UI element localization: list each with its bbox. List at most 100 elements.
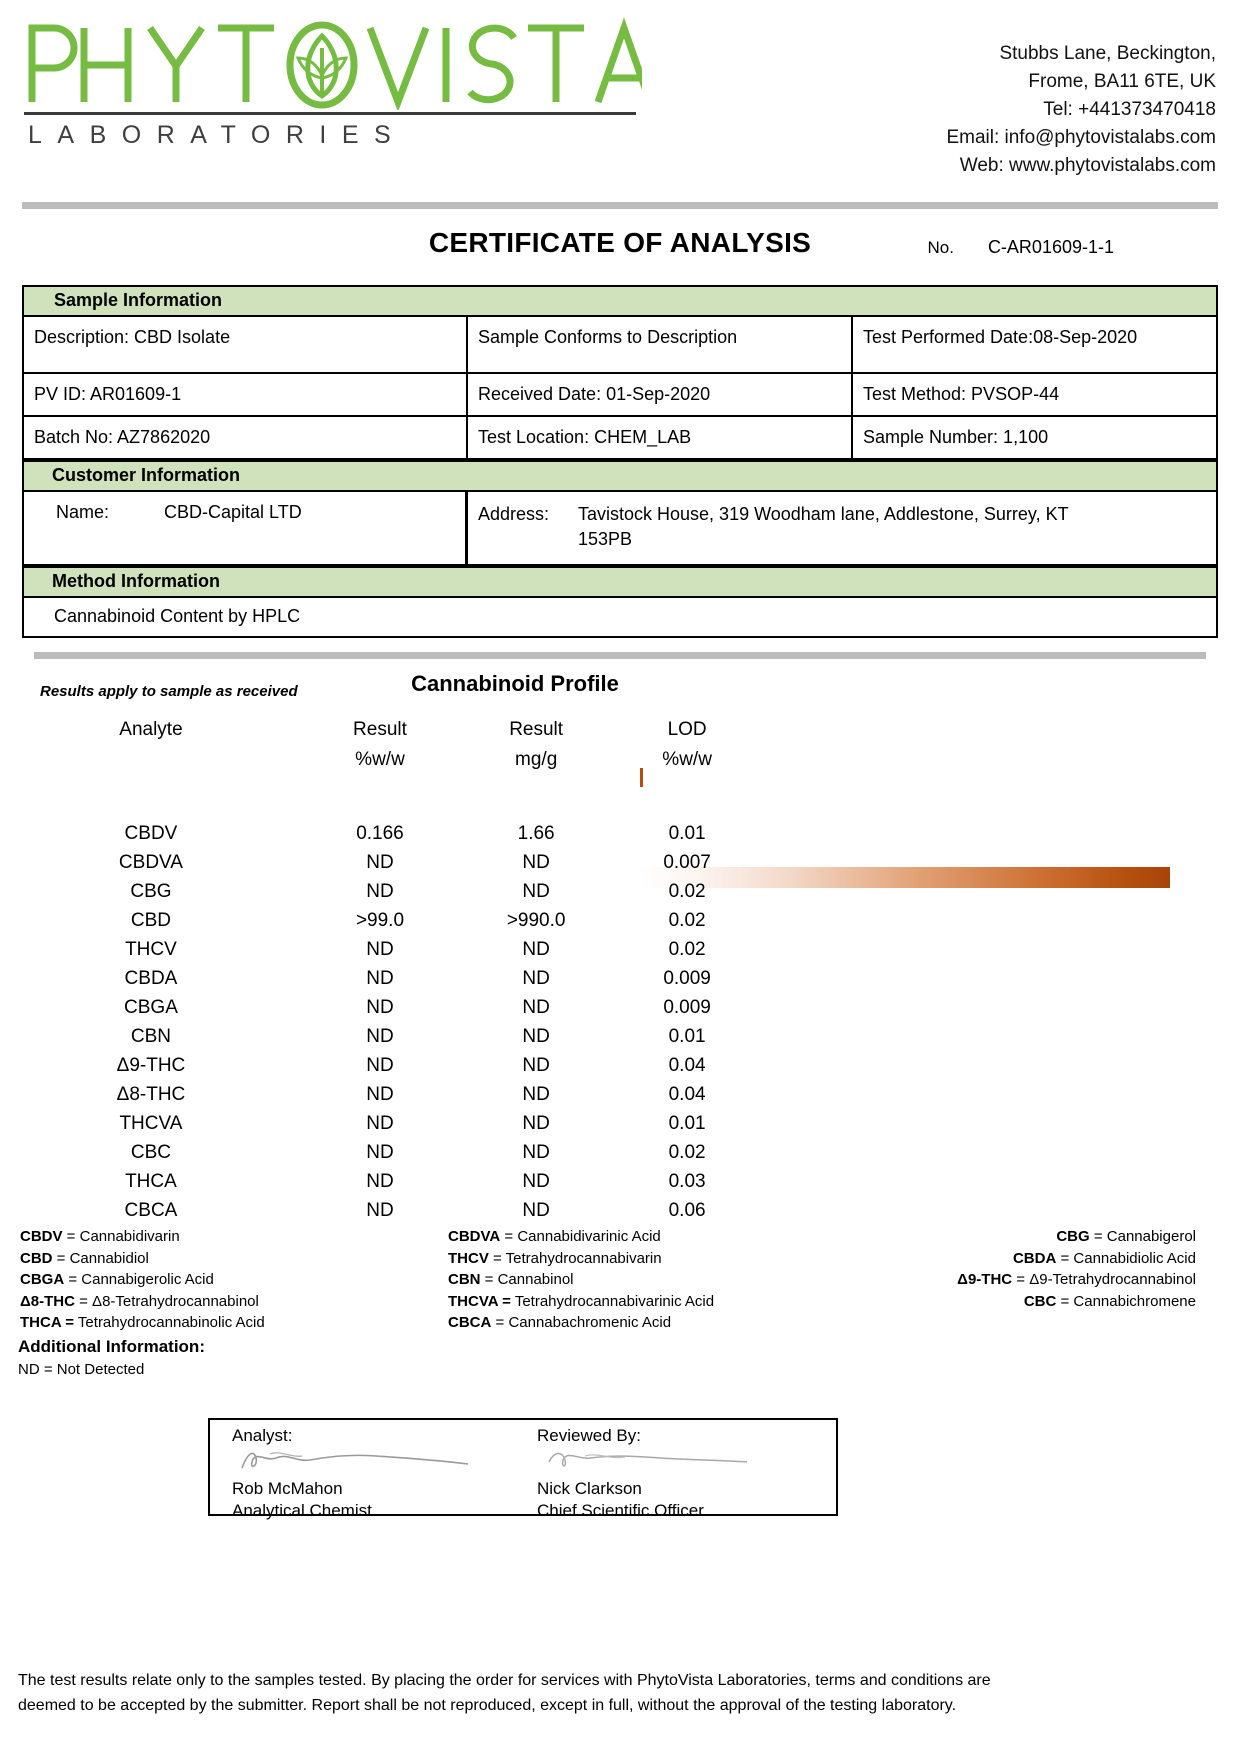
column-header-result-mgg: Result mg/g [509, 719, 564, 770]
analyst-label: Analyst: [232, 1426, 293, 1445]
cell-result-mgg: ND [522, 1141, 550, 1163]
cell-lod: 0.01 [668, 1112, 706, 1134]
column-header-result-pct: Result %w/w [353, 719, 407, 770]
cell-result-mgg: 1.66 [517, 822, 555, 844]
cell-result-pct: ND [366, 996, 394, 1018]
list-item: CBDVA = Cannabidivarinic Acid [448, 1228, 661, 1245]
cell-result-pct: ND [366, 1083, 394, 1105]
cell-lod: 0.01 [668, 1025, 706, 1047]
table-row: THCA ND ND 0.03 [0, 1167, 760, 1196]
cell-lod: 0.01 [668, 822, 706, 844]
list-item: THCA = Tetrahydrocannabinolic Acid [20, 1314, 265, 1331]
cell-result-mgg: ND [522, 1054, 550, 1076]
column-header-lod: LOD %w/w [662, 719, 712, 770]
pv-id: PV ID: AR01609-1 [24, 374, 468, 415]
table-row: CBGA ND ND 0.009 [0, 993, 760, 1022]
cell-lod: 0.009 [663, 996, 711, 1018]
customer-address-value: Tavistock House, 319 Woodham lane, Addle… [578, 504, 1069, 549]
table-spacer-row [0, 775, 760, 819]
cell-analyte: THCV [125, 938, 177, 960]
cell-result-pct: ND [366, 880, 394, 902]
table-row: CBG ND ND 0.02 [0, 877, 760, 906]
signature-block: Analyst: Rob McMahon Analytical Chemist … [208, 1418, 838, 1520]
cell-result-pct: ND [366, 1141, 394, 1163]
cell-result-pct: ND [366, 1199, 394, 1221]
list-item: CBCA = Cannabachromenic Acid [448, 1314, 672, 1331]
table-row: CBN ND ND 0.01 [0, 1022, 760, 1051]
list-item: CBN = Cannabinol [448, 1271, 574, 1288]
list-item: Δ9-THC = Δ9-Tetrahydrocannabinol [957, 1271, 1196, 1288]
cell-lod: 0.03 [668, 1170, 706, 1192]
additional-information-text: ND = Not Detected [18, 1361, 145, 1378]
cell-result-pct: >99.0 [355, 909, 405, 931]
reviewer-name: Nick Clarkson [537, 1479, 642, 1498]
analyst-signature-image [232, 1446, 545, 1478]
cell-result-mgg: ND [522, 851, 550, 873]
column-header-analyte: Analyte [119, 719, 183, 740]
contact-telephone: Tel: +441373470418 [1043, 99, 1216, 120]
contact-email: Email: info@phytovistalabs.com [946, 127, 1216, 148]
reviewer-role: Chief Scientific Officer [537, 1501, 704, 1520]
cell-result-mgg: ND [522, 1170, 550, 1192]
cannabinoid-table: Analyte Result %w/w Result mg/g LOD %w/w [0, 715, 760, 1225]
additional-information-heading: Additional Information: [18, 1337, 205, 1356]
sample-conformance: Sample Conforms to Description [468, 317, 853, 372]
abbreviations-column-1: CBDV = Cannabidivarin CBD = Cannabidiol … [18, 1226, 448, 1334]
method-information-heading: Method Information [24, 566, 1216, 598]
cell-analyte: CBDA [124, 967, 178, 989]
customer-row: Name: CBD-Capital LTD Address: Tavistock H… [24, 492, 1216, 566]
contact-address-line1: Stubbs Lane, Beckington, [999, 43, 1216, 64]
results-note: Results apply to sample as received [40, 683, 298, 700]
cell-result-mgg: ND [522, 880, 550, 902]
cell-result-pct: ND [366, 938, 394, 960]
table-row: CBDVA ND ND 0.007 [0, 848, 760, 877]
test-performed-date: Test Performed Date:08-Sep-2020 [863, 327, 1138, 347]
customer-name-value: CBD-Capital LTD [164, 502, 302, 522]
reviewer-label: Reviewed By: [537, 1426, 641, 1445]
cell-lod: 0.04 [668, 1054, 706, 1076]
customer-address-label: Address: [478, 504, 550, 524]
customer-information-heading: Customer Information [24, 460, 1216, 492]
cell-result-mgg: ND [522, 996, 550, 1018]
cell-result-mgg: ND [522, 1112, 550, 1134]
table-row: THCVA ND ND 0.01 [0, 1109, 760, 1138]
cell-analyte: CBDV [124, 822, 178, 844]
cell-analyte: CBGA [124, 996, 178, 1018]
cell-lod: 0.06 [668, 1199, 706, 1221]
company-logo: LABORATORIES [22, 18, 662, 150]
analyst-role: Analytical Chemist [232, 1501, 372, 1520]
test-location: Test Location: CHEM_LAB [468, 417, 853, 458]
certificate-number-label: No. [927, 238, 954, 257]
header-divider [22, 202, 1218, 209]
customer-name: Name: CBD-Capital LTD [24, 492, 468, 564]
disclaimer-footer: The test results relate only to the samp… [18, 1668, 1208, 1718]
cell-analyte: THCVA [119, 1112, 183, 1134]
cell-lod: 0.009 [663, 967, 711, 989]
sample-number: Sample Number: 1,100 [863, 427, 1049, 447]
table-row: PV ID: AR01609-1 Received Date: 01-Sep-2… [24, 374, 1216, 417]
method-line: Cannabinoid Content by HPLC [54, 606, 301, 626]
reviewer-signature-image [537, 1446, 850, 1478]
sample-information-heading: Sample Information [24, 287, 1216, 317]
cell-result-mgg: ND [522, 1083, 550, 1105]
table-row: CBCA ND ND 0.06 [0, 1196, 760, 1225]
cell-result-pct: 0.166 [356, 822, 404, 844]
list-item: CBC = Cannabichromene [1023, 1292, 1196, 1310]
contact-address-line2: Frome, BA11 6TE, UK [1028, 71, 1216, 92]
cell-result-pct: ND [366, 1054, 394, 1076]
contact-website: Web: www.phytovistalabs.com [959, 155, 1216, 176]
logo-subtitle: LABORATORIES [28, 121, 407, 149]
cell-analyte: Δ9-THC [116, 1054, 186, 1076]
additional-information: Additional Information: ND = Not Detecte… [18, 1337, 205, 1378]
cell-analyte: THCA [125, 1170, 177, 1192]
list-item: CBD = Cannabidiol [20, 1249, 149, 1267]
profile-title: Cannabinoid Profile [411, 671, 619, 696]
cell-result-pct: ND [366, 1170, 394, 1192]
list-item: CBDV = Cannabidivarin [20, 1228, 180, 1245]
list-item: CBGA = Cannabigerolic Acid [20, 1271, 214, 1288]
table-row: CBD >99.0 >990.0 0.02 [0, 906, 760, 935]
list-item: THCV = Tetrahydrocannabivarin [448, 1249, 662, 1267]
contact-block: Stubbs Lane, Beckington, Frome, BA11 6TE… [946, 18, 1220, 180]
table-row: CBDV 0.166 1.66 0.01 [0, 819, 760, 848]
